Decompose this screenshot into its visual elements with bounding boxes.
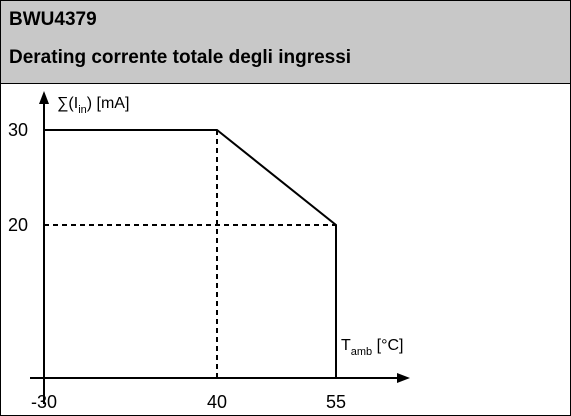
y-tick-label: 20 — [8, 215, 28, 235]
chart-title: Derating corrente totale degli ingressi — [9, 47, 352, 68]
chart-header: BWU4379 Derating corrente totale degli i… — [1, 1, 570, 84]
x-axis-label: Tamb [°C] — [341, 337, 403, 358]
y-axis-label: ∑(Iin) [mA] — [57, 95, 129, 116]
x-axis-arrow-icon — [397, 373, 410, 383]
x-tick-label: 55 — [326, 392, 346, 412]
model-label: BWU4379 — [9, 9, 97, 30]
derating-series-line — [44, 129, 337, 378]
x-tick-label: 40 — [207, 392, 227, 412]
x-tick-label: -30 — [31, 392, 57, 412]
y-axis-arrow-icon — [39, 91, 49, 104]
y-tick-label: 30 — [8, 120, 28, 140]
